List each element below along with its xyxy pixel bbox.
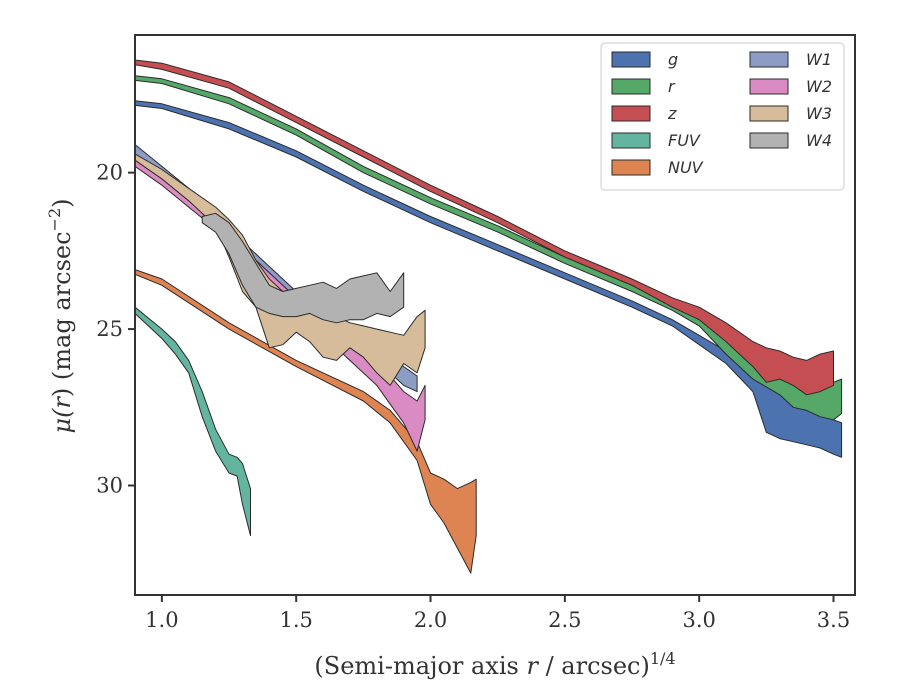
legend-label-g: g — [668, 50, 678, 69]
plot-frame — [134, 34, 856, 596]
legend-swatch-g — [611, 51, 651, 68]
band-w3 — [135, 153, 426, 386]
band-z — [135, 59, 834, 396]
y-tick-label: 30 — [96, 474, 123, 498]
band-g — [135, 100, 843, 458]
legend: grz FUV NUV W1 W2 W3 W4 — [600, 42, 845, 191]
legend-swatch-r — [611, 78, 651, 95]
x-tick-label: 1.5 — [279, 608, 312, 632]
legend-swatch-z — [611, 105, 651, 122]
legend-swatch-w1 — [749, 51, 789, 68]
legend-swatch-w4 — [749, 132, 789, 149]
x-axis-label: (Semi-major axis r / arcsec)1/4 — [314, 649, 675, 680]
legend-swatch-nuv — [611, 159, 651, 176]
x-tick-label: 3.5 — [817, 608, 850, 632]
band-nuv — [135, 269, 477, 574]
legend-swatch-w3 — [749, 105, 789, 122]
x-tick-label: 3.0 — [682, 608, 715, 632]
band-fuv — [135, 306, 251, 537]
legend-label-w4: W4 — [806, 131, 832, 150]
legend-label-nuv: NUV — [668, 158, 704, 177]
x-tick-label: 2.0 — [414, 608, 447, 632]
legend-swatch-w2 — [749, 78, 789, 95]
y-tick-label: 25 — [96, 317, 123, 341]
x-tick-label: 1.0 — [145, 608, 178, 632]
legend-label-w2: W2 — [806, 77, 832, 96]
x-tick-label: 2.5 — [548, 608, 581, 632]
legend-label-z: z — [667, 104, 677, 123]
legend-label-w1: W1 — [806, 50, 832, 69]
band-w4 — [201, 212, 405, 324]
plot-area — [135, 59, 843, 574]
legend-swatch-fuv — [611, 132, 651, 149]
y-tick-label: 20 — [96, 161, 123, 185]
band-r — [135, 75, 843, 421]
legend-label-r: r — [668, 77, 676, 96]
y-axis-label: μ(r) (mag arcsec−2) — [45, 198, 76, 433]
legend-label-fuv: FUV — [668, 131, 701, 150]
axis-ticks: 1.0 1.5 2.0 2.5 3.0 3.5 20 25 30 — [96, 161, 850, 632]
legend-label-w3: W3 — [806, 104, 832, 123]
